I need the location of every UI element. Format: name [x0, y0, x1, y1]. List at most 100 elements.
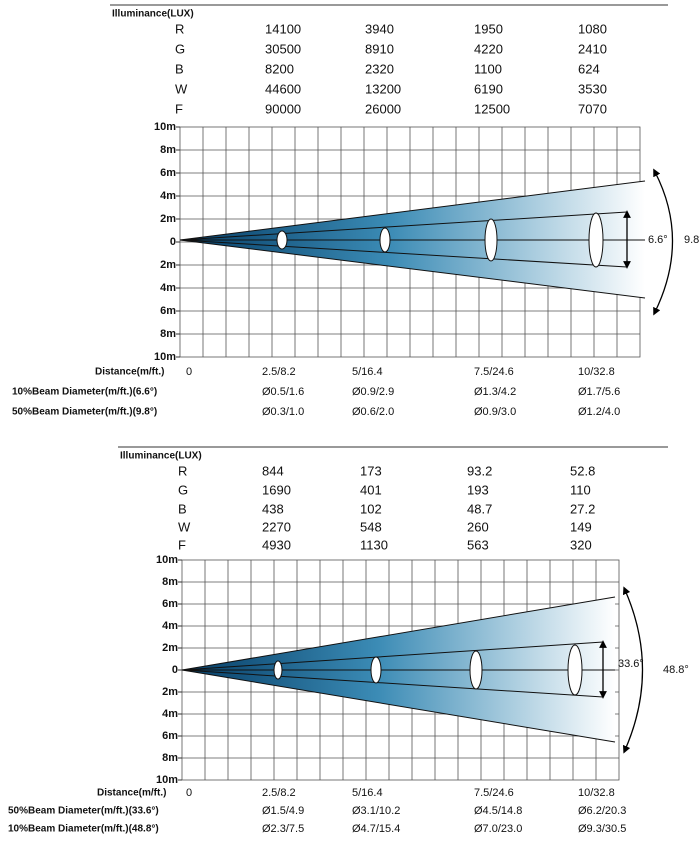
- footer-value: Ø0.6/2.0: [352, 406, 394, 418]
- footer-value: 2.5/8.2: [262, 366, 296, 378]
- lux-value: 30500: [265, 41, 301, 56]
- row-label: G: [178, 482, 188, 497]
- lux-value: 110: [570, 482, 591, 497]
- lux-value: 3530: [578, 81, 607, 96]
- outer-angle-arc: [622, 586, 644, 754]
- footer-value: 0: [186, 366, 192, 378]
- row-label: G: [175, 41, 185, 56]
- lux-value: 2410: [578, 41, 607, 56]
- footer-value: Ø6.2/20.3: [578, 805, 626, 817]
- footer-value: Ø3.1/10.2: [352, 805, 400, 817]
- lux-value: 173: [360, 463, 382, 478]
- lux-value: 2320: [365, 61, 394, 76]
- row-label: F: [175, 101, 183, 116]
- beam-edge: [181, 669, 604, 698]
- footer-value: Ø7.0/23.0: [474, 823, 522, 835]
- y-axis-label: 6m: [162, 730, 178, 742]
- lux-value: 27.2: [570, 501, 595, 516]
- footer-value: Ø0.3/1.0: [262, 406, 304, 418]
- row-label: F: [178, 537, 186, 552]
- lux-value: 102: [360, 501, 382, 516]
- lux-value: 1080: [578, 21, 607, 36]
- footer-value: Ø1.3/4.2: [474, 386, 516, 398]
- y-axis-label: 0: [170, 236, 176, 248]
- y-axis-label: 10m: [156, 554, 178, 566]
- lux-value: 1950: [474, 21, 503, 36]
- illuminance-label: Illuminance(LUX): [120, 451, 202, 462]
- y-axis-label: 6m: [162, 598, 178, 610]
- y-axis-label: 0: [172, 664, 178, 676]
- footer-value: Ø1.5/4.9: [262, 805, 304, 817]
- lux-value: 90000: [265, 101, 301, 116]
- y-axis-label: 6m: [160, 305, 176, 317]
- footer-value: 2.5/8.2: [262, 787, 296, 799]
- y-axis-label: 4m: [160, 190, 176, 202]
- beam-edge: [181, 596, 616, 671]
- row-label: B: [175, 61, 184, 76]
- footer-value: Ø0.9/2.9: [352, 386, 394, 398]
- beam-section: [469, 650, 483, 690]
- lux-value: 3940: [365, 21, 394, 36]
- y-axis-label: 4m: [162, 620, 178, 632]
- row-label: W: [178, 519, 191, 534]
- lux-value: 149: [570, 519, 592, 534]
- row-label: B: [178, 501, 187, 516]
- footer-value: 5/16.4: [352, 366, 383, 378]
- footer-value: 0: [186, 787, 192, 799]
- row-label: R: [178, 463, 187, 478]
- y-axis-label: 2m: [160, 259, 176, 271]
- lux-value: 14100: [265, 21, 301, 36]
- lux-value: 401: [360, 482, 382, 497]
- beam-edge: [179, 239, 628, 268]
- lux-value: 12500: [474, 101, 510, 116]
- lux-value: 52.8: [570, 463, 595, 478]
- lux-value: 44600: [265, 81, 301, 96]
- y-axis-label: 2m: [162, 642, 178, 654]
- footer-value: 7.5/24.6: [474, 787, 514, 799]
- beam-edge: [179, 211, 628, 241]
- footer-value: 7.5/24.6: [474, 366, 514, 378]
- lux-value: 438: [262, 501, 284, 516]
- beam-section: [567, 644, 583, 696]
- footer-label: 50%Beam Diameter(m/ft.)(9.8°): [12, 407, 157, 418]
- y-axis-label: 2m: [160, 213, 176, 225]
- y-axis-label: 10m: [156, 774, 178, 786]
- footer-value: 10/32.8: [578, 787, 615, 799]
- inner-angle-label: 6.6°: [648, 234, 668, 246]
- y-axis-label: 8m: [160, 328, 176, 340]
- lux-value: 4930: [262, 537, 291, 552]
- outer-angle-arc: [653, 168, 674, 316]
- row-label: R: [175, 21, 184, 36]
- footer-value: Ø1.2/4.0: [578, 406, 620, 418]
- beam-section: [370, 656, 382, 684]
- lux-value: 548: [360, 519, 382, 534]
- lux-value: 624: [578, 61, 600, 76]
- y-axis-label: 8m: [160, 144, 176, 156]
- footer-label: 50%Beam Diameter(m/ft.)(33.6°): [8, 806, 159, 817]
- lux-value: 13200: [365, 81, 401, 96]
- y-axis-label: 8m: [162, 576, 178, 588]
- lux-value: 48.7: [467, 501, 492, 516]
- y-axis-label: 2m: [162, 686, 178, 698]
- beam-section: [379, 227, 391, 253]
- y-axis-label: 6m: [160, 167, 176, 179]
- beam-edge: [179, 239, 646, 299]
- footer-value: Ø1.7/5.6: [578, 386, 620, 398]
- lux-value: 563: [467, 537, 489, 552]
- y-axis-label: 4m: [160, 282, 176, 294]
- lux-value: 7070: [578, 101, 607, 116]
- footer-value: Ø4.7/15.4: [352, 823, 400, 835]
- lux-value: 193: [467, 482, 489, 497]
- inner-angle-label: 33.6°: [618, 658, 644, 670]
- row-label: W: [175, 81, 188, 96]
- footer-label: 10%Beam Diameter(m/ft.)(6.6°): [12, 387, 157, 398]
- beam-section: [276, 230, 288, 250]
- lux-value: 844: [262, 463, 284, 478]
- y-axis-label: 8m: [162, 752, 178, 764]
- lux-value: 1690: [262, 482, 291, 497]
- beam-edge: [181, 669, 616, 743]
- footer-label: Distance(m/ft.): [95, 367, 164, 378]
- beam-section: [588, 212, 604, 268]
- lux-value: 6190: [474, 81, 503, 96]
